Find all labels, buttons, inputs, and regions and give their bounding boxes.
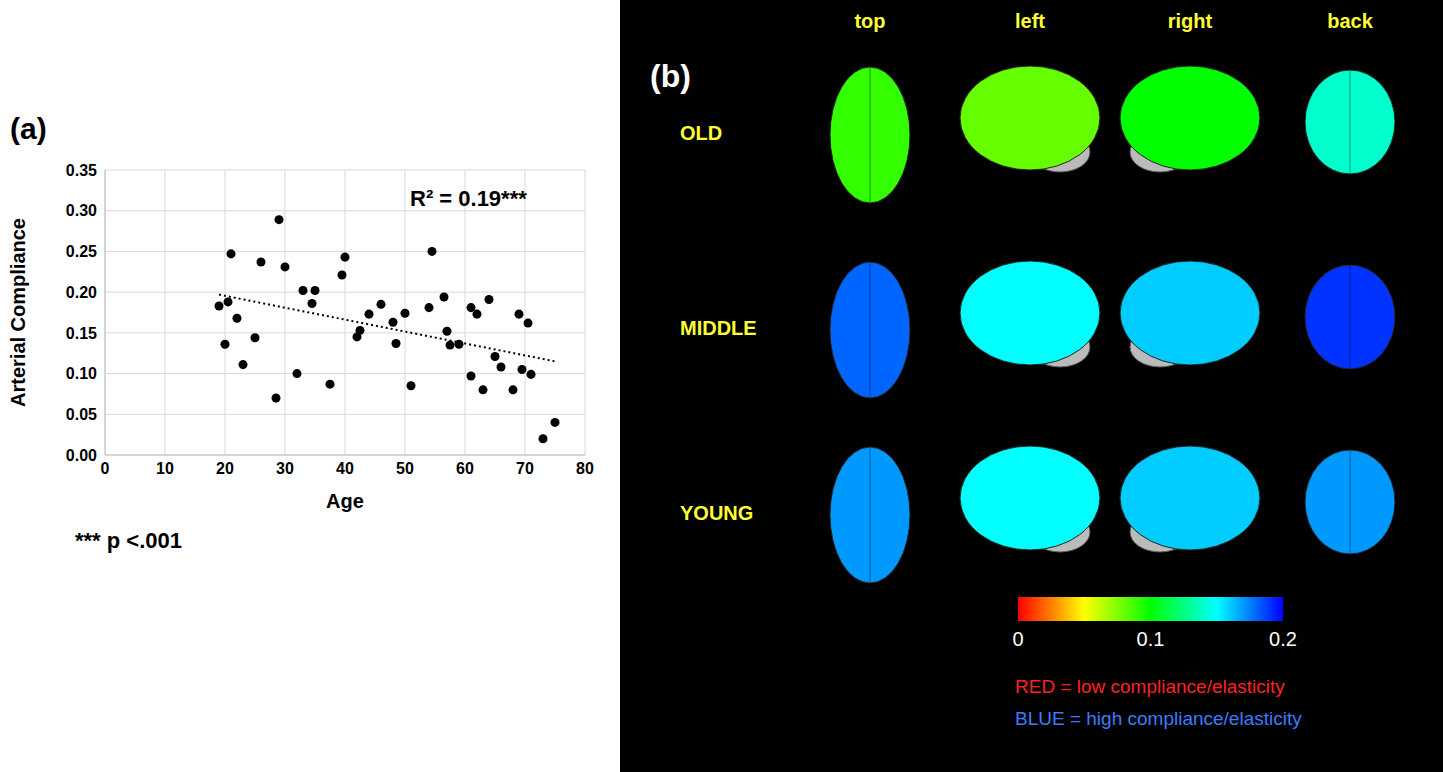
svg-text:0.15: 0.15: [66, 325, 97, 342]
svg-text:40: 40: [336, 460, 354, 477]
svg-text:0.30: 0.30: [66, 202, 97, 219]
svg-text:30: 30: [276, 460, 294, 477]
svg-text:0.00: 0.00: [66, 447, 97, 464]
html-text:*** p <.001: *** p <.001: [75, 528, 182, 553]
svg-text:Age: Age: [326, 490, 364, 512]
svg-text:0: 0: [101, 460, 110, 477]
html-text:YOUNG: YOUNG: [680, 502, 754, 524]
html-text:top: top: [854, 10, 886, 32]
svg-text:0.05: 0.05: [66, 406, 97, 423]
svg-text:80: 80: [576, 460, 594, 477]
svg-text:60: 60: [456, 460, 474, 477]
svg-text:0.10: 0.10: [66, 365, 97, 382]
svg-text:0.20: 0.20: [66, 284, 97, 301]
html-text:R² = 0.19***: R² = 0.19***: [410, 186, 527, 211]
html-text:(b): (b): [650, 58, 691, 94]
html-text:OLD: OLD: [680, 122, 723, 144]
html-text:MIDDLE: MIDDLE: [680, 317, 757, 339]
svg-text:0.25: 0.25: [66, 243, 97, 260]
html-text:BLUE = high compliance/elastic: BLUE = high compliance/elasticity: [1015, 708, 1302, 729]
svg-text:50: 50: [396, 460, 414, 477]
svg-text:Arterial Compliance: Arterial Compliance: [7, 218, 29, 407]
svg-text:70: 70: [516, 460, 534, 477]
html-text:left: left: [1015, 10, 1045, 32]
svg-text:0.35: 0.35: [66, 162, 97, 179]
html-text:(a): (a): [10, 112, 47, 145]
html-text:0.1: 0.1: [1136, 628, 1165, 650]
html-text:0: 0: [1012, 628, 1024, 650]
html-text:right: right: [1167, 10, 1213, 32]
svg-text:10: 10: [156, 460, 174, 477]
html-text:back: back: [1327, 10, 1373, 32]
svg-text:20: 20: [216, 460, 234, 477]
html-text:0.2: 0.2: [1269, 628, 1297, 650]
html-text:RED = low compliance/elasticit: RED = low compliance/elasticity: [1015, 676, 1285, 697]
